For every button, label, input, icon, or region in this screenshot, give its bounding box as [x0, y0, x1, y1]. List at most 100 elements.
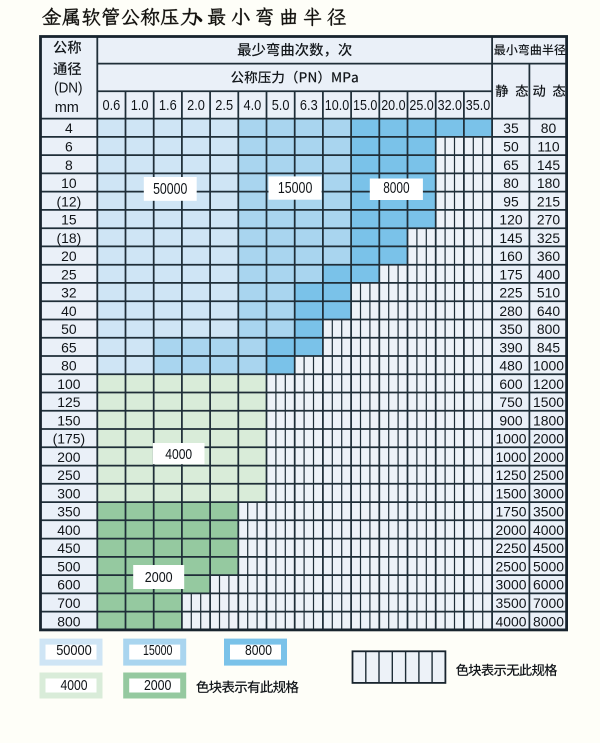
- svg-text:80: 80: [541, 120, 557, 136]
- svg-text:2.5: 2.5: [215, 98, 233, 114]
- svg-text:450: 450: [57, 540, 80, 556]
- svg-text:1500: 1500: [533, 394, 564, 410]
- svg-text:15.0: 15.0: [353, 98, 377, 114]
- svg-text:1000: 1000: [496, 449, 527, 465]
- svg-text:95: 95: [503, 193, 519, 209]
- svg-text:160: 160: [499, 248, 522, 264]
- svg-text:800: 800: [537, 321, 560, 337]
- svg-text:1250: 1250: [496, 467, 527, 483]
- svg-text:3000: 3000: [533, 485, 564, 501]
- svg-text:3500: 3500: [533, 504, 564, 520]
- svg-text:845: 845: [537, 339, 560, 355]
- svg-text:125: 125: [57, 394, 80, 410]
- svg-text:2500: 2500: [533, 467, 564, 483]
- svg-text:215: 215: [537, 193, 560, 209]
- svg-text:25: 25: [61, 266, 77, 282]
- svg-text:600: 600: [57, 577, 80, 593]
- svg-text:20.0: 20.0: [381, 98, 405, 114]
- svg-text:10: 10: [61, 175, 77, 191]
- svg-text:110: 110: [537, 139, 559, 155]
- svg-text:1000: 1000: [496, 431, 527, 447]
- svg-text:65: 65: [61, 339, 77, 355]
- svg-text:390: 390: [499, 339, 522, 355]
- svg-text:120: 120: [499, 212, 522, 228]
- svg-text:270: 270: [537, 212, 560, 228]
- svg-text:750: 750: [499, 394, 522, 410]
- svg-text:8000: 8000: [383, 180, 409, 197]
- svg-text:350: 350: [57, 504, 80, 520]
- svg-text:2000: 2000: [145, 570, 173, 586]
- svg-text:8000: 8000: [533, 613, 564, 629]
- svg-text:7000: 7000: [533, 595, 564, 611]
- svg-text:50: 50: [61, 321, 77, 337]
- svg-text:(18): (18): [57, 230, 82, 246]
- svg-text:35: 35: [503, 120, 519, 136]
- svg-text:350: 350: [499, 321, 522, 337]
- svg-text:4000: 4000: [61, 678, 88, 694]
- svg-text:480: 480: [499, 358, 522, 374]
- svg-text:1800: 1800: [533, 412, 564, 428]
- svg-text:600: 600: [499, 376, 522, 392]
- svg-text:15000: 15000: [143, 643, 173, 659]
- svg-text:4000: 4000: [165, 447, 192, 463]
- svg-text:50: 50: [503, 139, 519, 155]
- svg-text:2500: 2500: [496, 559, 527, 575]
- svg-text:2.0: 2.0: [187, 98, 205, 114]
- svg-text:2000: 2000: [533, 449, 564, 465]
- svg-text:510: 510: [537, 285, 560, 301]
- svg-text:3500: 3500: [496, 595, 527, 611]
- svg-text:800: 800: [57, 613, 80, 629]
- svg-text:2000: 2000: [144, 678, 172, 694]
- svg-text:8: 8: [65, 157, 73, 173]
- svg-text:(12): (12): [57, 193, 82, 209]
- svg-text:40: 40: [61, 303, 77, 319]
- svg-text:200: 200: [57, 449, 80, 465]
- svg-text:1.6: 1.6: [159, 98, 177, 114]
- svg-text:150: 150: [57, 412, 80, 428]
- svg-text:180: 180: [537, 175, 560, 191]
- svg-text:50000: 50000: [56, 643, 92, 659]
- svg-text:2000: 2000: [496, 522, 527, 538]
- svg-text:360: 360: [537, 248, 560, 264]
- svg-text:20: 20: [61, 248, 77, 264]
- svg-text:25.0: 25.0: [409, 98, 433, 114]
- svg-text:250: 250: [57, 467, 80, 483]
- svg-text:32: 32: [61, 285, 77, 301]
- svg-text:80: 80: [61, 358, 77, 374]
- svg-text:mm: mm: [55, 100, 79, 116]
- svg-text:500: 500: [57, 559, 80, 575]
- svg-text:4500: 4500: [533, 540, 564, 556]
- svg-text:900: 900: [499, 412, 522, 428]
- svg-text:5000: 5000: [533, 559, 564, 575]
- svg-text:1500: 1500: [496, 485, 527, 501]
- svg-text:1.0: 1.0: [131, 98, 149, 114]
- svg-text:3000: 3000: [496, 577, 527, 593]
- svg-text:325: 325: [537, 230, 560, 246]
- svg-text:145: 145: [537, 157, 560, 173]
- svg-text:6000: 6000: [533, 577, 564, 593]
- svg-text:6: 6: [65, 139, 73, 155]
- svg-text:280: 280: [499, 303, 522, 319]
- svg-text:0.6: 0.6: [103, 98, 121, 114]
- svg-text:5.0: 5.0: [272, 98, 290, 114]
- svg-text:15000: 15000: [278, 180, 313, 197]
- svg-text:65: 65: [503, 157, 519, 173]
- svg-text:225: 225: [499, 285, 522, 301]
- svg-text:300: 300: [57, 485, 80, 501]
- svg-text:145: 145: [499, 230, 522, 246]
- svg-text:6.3: 6.3: [300, 98, 318, 114]
- svg-text:32.0: 32.0: [438, 98, 462, 114]
- svg-text:4000: 4000: [496, 613, 527, 629]
- svg-text:1200: 1200: [533, 376, 564, 392]
- svg-text:(175): (175): [53, 431, 85, 447]
- svg-text:400: 400: [537, 266, 560, 282]
- svg-text:(DN): (DN): [54, 81, 82, 97]
- svg-text:4: 4: [65, 120, 73, 136]
- svg-text:10.0: 10.0: [325, 98, 349, 114]
- svg-text:35.0: 35.0: [466, 98, 490, 114]
- svg-text:80: 80: [503, 175, 519, 191]
- svg-text:4.0: 4.0: [244, 98, 262, 114]
- svg-text:175: 175: [499, 266, 522, 282]
- svg-text:8000: 8000: [245, 643, 272, 659]
- svg-text:2250: 2250: [496, 540, 527, 556]
